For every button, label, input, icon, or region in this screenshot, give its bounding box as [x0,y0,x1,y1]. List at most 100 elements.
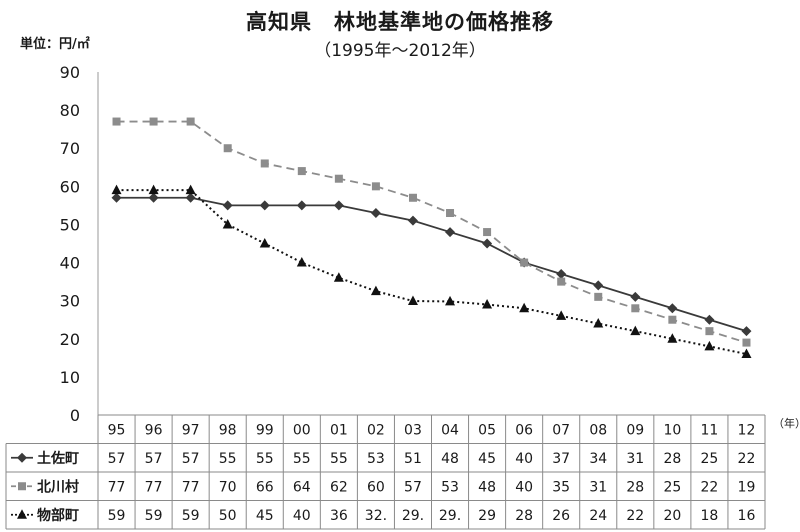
y-tick-label: 50 [60,215,80,234]
data-point [112,117,121,126]
axes: 0 10 20 30 40 50 60 70 80 90 [60,63,99,425]
x-tick-label: 08 [589,422,607,438]
data-point [259,238,270,248]
data-point [185,184,196,195]
data-label: 55 [293,451,311,467]
x-tick-label: 10 [663,422,681,438]
data-point [296,200,307,211]
data-point [482,238,493,249]
y-tick-label: 90 [60,63,80,82]
data-point [445,227,456,238]
data-point [445,295,456,306]
data-point [593,318,604,328]
data-point [407,215,418,226]
x-tick-label: 11 [701,422,719,438]
data-point [667,303,678,314]
x-axis-unit-label: （年） [773,417,800,430]
data-label: 29. [402,508,424,524]
series-layer [111,117,752,359]
series-line [116,196,747,333]
data-label: 36 [330,508,348,524]
data-label: 24 [589,508,607,524]
data-point [111,192,122,203]
data-label: 22 [738,451,756,467]
data-label: 45 [256,508,274,524]
data-label: 53 [367,451,385,467]
data-label: 32. [365,508,387,524]
legend-swatch-marker [18,482,26,491]
data-label: 19 [738,479,756,495]
legend-series-name: 物部町 [37,507,79,524]
data-point [741,326,752,337]
data-label: 59 [145,508,163,524]
data-label: 29 [478,508,496,524]
data-label: 40 [515,451,533,467]
data-point [371,182,380,191]
data-point [705,327,714,336]
data-point [593,280,604,291]
data-point [370,285,381,296]
y-tick-label: 10 [60,368,80,387]
data-point [519,302,530,313]
legend-series-name: 土佐町 [37,450,79,467]
x-tick-label: 97 [182,422,200,438]
data-label: 28 [515,508,533,524]
data-label: 50 [219,508,237,524]
data-label: 35 [552,479,570,495]
x-tick-label: 98 [219,422,237,438]
data-point [296,257,307,267]
x-tick-label: 06 [515,422,533,438]
data-point [223,144,232,153]
data-label: 28 [663,451,681,467]
data-point [594,292,603,301]
chart-title: 高知県 林地基準地の価格推移 [246,10,554,34]
data-point [259,200,270,211]
data-point [557,277,566,286]
data-point [630,291,641,302]
x-tick-label: 96 [145,422,163,438]
data-label: 40 [293,508,311,524]
data-label: 77 [145,479,163,495]
data-label: 31 [589,479,607,495]
series-2 [112,117,751,347]
legend-series-name: 北川村 [37,478,79,495]
y-axis-unit-label: 単位：円/㎡ [20,37,90,52]
data-label: 25 [701,451,719,467]
x-tick-label: 00 [293,422,311,438]
data-point [556,310,567,320]
data-label: 37 [552,451,570,467]
data-point [148,192,159,203]
data-label: 70 [219,479,237,495]
data-label: 22 [626,508,644,524]
x-tick-label: 03 [404,422,422,438]
data-label: 66 [256,479,274,495]
data-point [185,192,196,203]
series-line [116,120,747,344]
data-label: 28 [626,479,644,495]
series-line [116,189,747,356]
data-point [408,193,417,202]
x-tick-label: 01 [330,422,348,438]
data-point [222,200,233,211]
data-point [668,315,677,324]
data-point [704,340,715,351]
data-point [186,117,195,126]
y-tick-label: 60 [60,177,80,196]
data-label: 48 [441,451,459,467]
data-point [149,117,158,126]
data-point [556,268,567,279]
data-point [407,295,418,306]
data-label: 29. [439,508,461,524]
data-point [483,228,492,237]
data-point [520,258,529,267]
data-point [333,272,344,282]
data-label: 77 [108,479,126,495]
data-label: 57 [182,451,200,467]
data-point [333,200,344,211]
x-tick-label: 04 [441,422,459,438]
data-point [704,314,715,325]
data-point [260,159,269,168]
data-label: 77 [182,479,200,495]
x-tick-label: 09 [626,422,644,438]
